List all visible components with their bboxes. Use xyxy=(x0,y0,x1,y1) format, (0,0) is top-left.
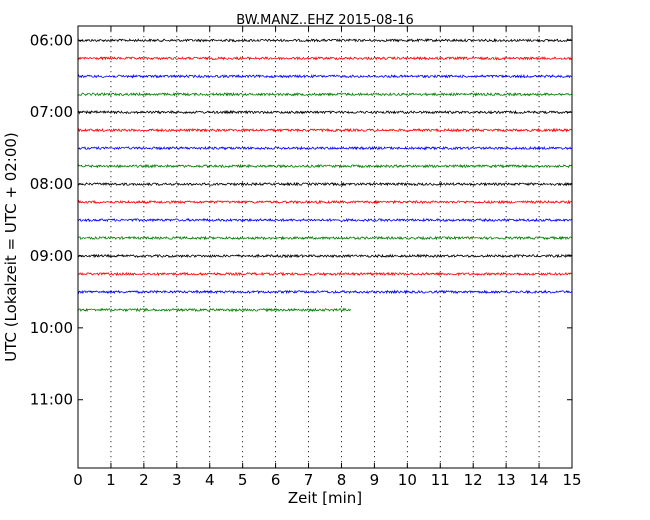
y-axis-ticks: 06:00 07:00 08:00 09:00 10:00 11:00 xyxy=(30,31,572,409)
y-tick-label: 08:00 xyxy=(30,175,73,193)
chart-title: BW.MANZ..EHZ 2015-08-16 xyxy=(236,13,414,28)
x-axis-label: Zeit [min] xyxy=(288,489,362,507)
y-tick-label: 09:00 xyxy=(30,247,73,265)
seismic-trace-0645 xyxy=(77,91,572,97)
seismic-trace-0700 xyxy=(77,109,572,115)
seismic-trace-0730 xyxy=(77,145,572,151)
seismic-trace-0815 xyxy=(77,199,572,205)
x-tick-label: 15 xyxy=(562,471,581,489)
seismic-trace-0800 xyxy=(77,181,572,187)
seismic-trace-0830 xyxy=(77,217,572,223)
seismic-trace-0715 xyxy=(77,127,572,133)
seismic-trace-0900 xyxy=(77,253,572,259)
seismic-trace-0615 xyxy=(77,55,572,61)
y-tick-label: 10:00 xyxy=(30,319,73,337)
seismic-trace-0845 xyxy=(77,235,572,241)
x-axis-ticks: 0 1 2 3 4 5 6 7 8 9 10 11 12 13 14 15 xyxy=(73,26,582,489)
seismic-trace-0630 xyxy=(77,73,572,79)
y-tick-label: 07:00 xyxy=(30,103,73,121)
x-tick-label: 5 xyxy=(238,471,248,489)
y-axis-label: UTC (Lokalzeit = UTC + 02:00) xyxy=(2,132,20,362)
seismic-trace-0930 xyxy=(77,289,572,295)
seismic-trace-0915 xyxy=(77,271,572,277)
x-tick-label: 9 xyxy=(370,471,380,489)
plot-frame xyxy=(77,25,573,469)
seismic-traces xyxy=(77,37,572,313)
x-tick-label: 12 xyxy=(464,471,483,489)
x-tick-label: 1 xyxy=(106,471,116,489)
x-tick-label: 4 xyxy=(205,471,215,489)
x-tick-label: 6 xyxy=(271,471,281,489)
x-tick-label: 0 xyxy=(73,471,83,489)
seismic-trace-0600 xyxy=(77,37,572,43)
y-tick-label: 11:00 xyxy=(30,391,73,409)
x-tick-label: 10 xyxy=(398,471,417,489)
seismic-trace-0945 xyxy=(77,307,352,313)
x-tick-label: 7 xyxy=(304,471,314,489)
x-tick-label: 13 xyxy=(497,471,516,489)
y-tick-label: 06:00 xyxy=(30,31,73,49)
x-tick-label: 11 xyxy=(431,471,450,489)
x-tick-label: 14 xyxy=(530,471,549,489)
seismic-trace-0745 xyxy=(77,163,572,169)
x-tick-label: 2 xyxy=(139,471,149,489)
x-tick-label: 3 xyxy=(172,471,182,489)
grid-lines xyxy=(110,26,540,468)
x-tick-label: 8 xyxy=(337,471,347,489)
